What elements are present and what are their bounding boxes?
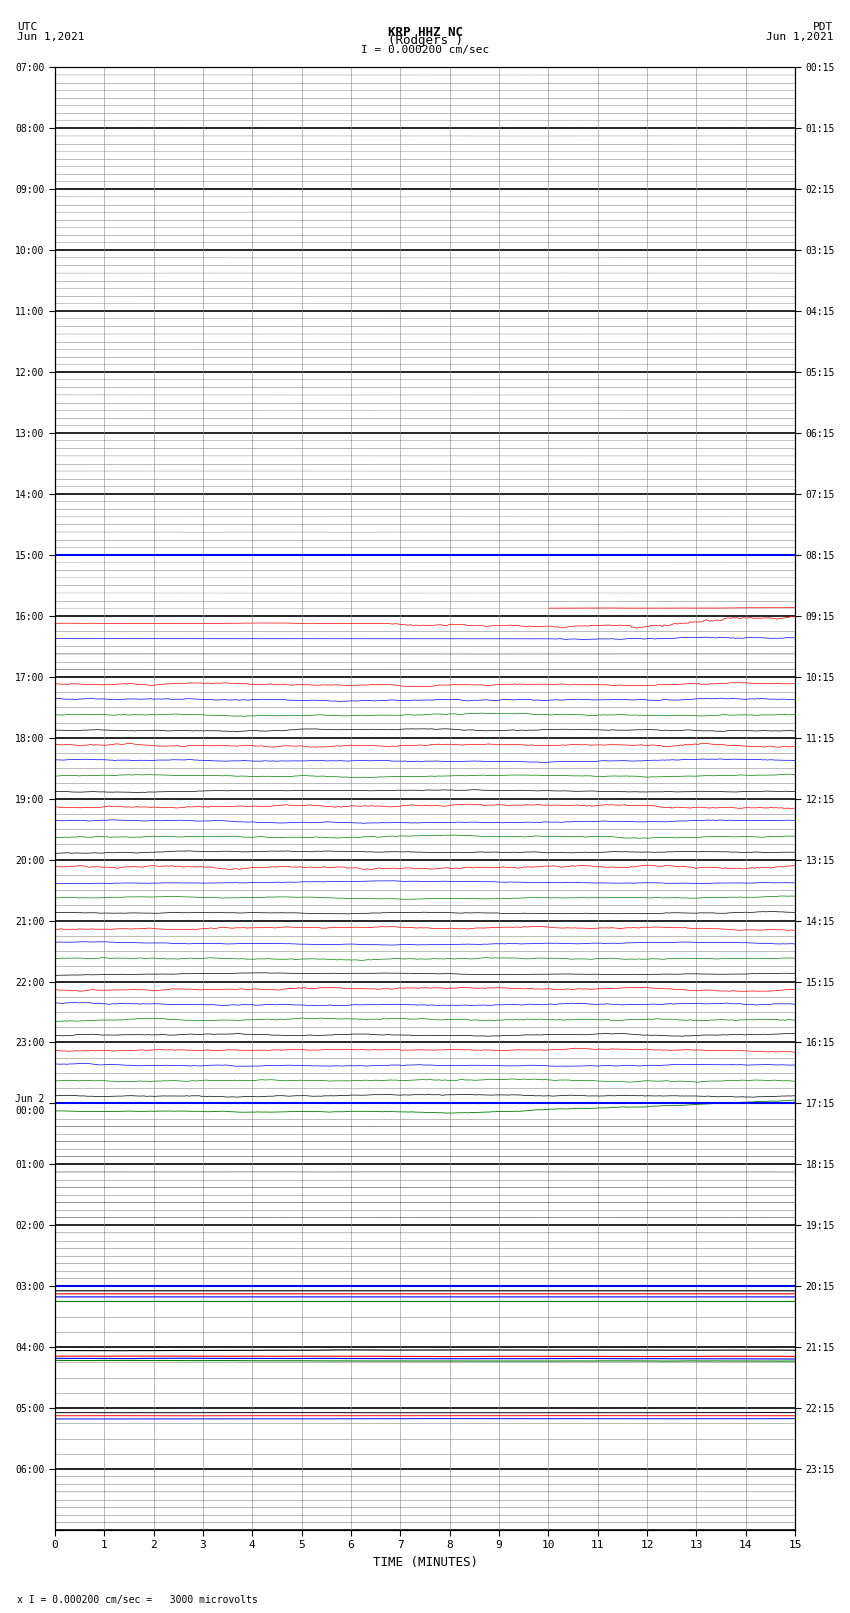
Text: Jun 1,2021: Jun 1,2021 — [17, 32, 84, 42]
Text: KRP HHZ NC: KRP HHZ NC — [388, 26, 462, 39]
Text: UTC: UTC — [17, 23, 37, 32]
Text: (Rodgers ): (Rodgers ) — [388, 34, 462, 47]
Text: PDT: PDT — [813, 23, 833, 32]
Text: x I = 0.000200 cm/sec =   3000 microvolts: x I = 0.000200 cm/sec = 3000 microvolts — [17, 1595, 258, 1605]
X-axis label: TIME (MINUTES): TIME (MINUTES) — [372, 1557, 478, 1569]
Text: Jun 1,2021: Jun 1,2021 — [766, 32, 833, 42]
Text: I = 0.000200 cm/sec: I = 0.000200 cm/sec — [361, 45, 489, 55]
